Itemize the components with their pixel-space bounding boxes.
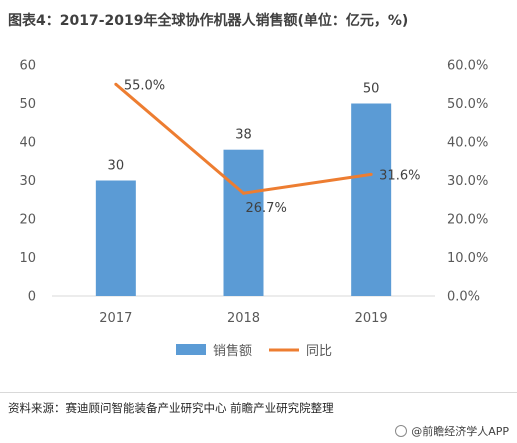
y-tick-label-right: 60.0%: [447, 59, 488, 74]
y-tick-label-left: 10: [19, 251, 36, 266]
legend-swatch-sales: [176, 344, 206, 355]
y-tick-label-left: 40: [19, 136, 36, 151]
y-tick-label-left: 0: [28, 290, 36, 305]
bar: [351, 103, 392, 296]
brand-logo-icon: [395, 425, 408, 437]
divider: [0, 392, 517, 393]
bar-data-label: 30: [108, 159, 125, 174]
line-point: [114, 82, 118, 86]
line-point: [242, 191, 245, 195]
legend-label-yoy: 同比: [306, 344, 332, 359]
y-tick-label-right: 10.0%: [447, 251, 488, 266]
line-point: [369, 172, 373, 176]
y-tick-label-left: 30: [19, 174, 36, 189]
y-tick-label-right: 30.0%: [447, 174, 488, 189]
y-tick-label-left: 60: [19, 59, 36, 74]
bar: [95, 180, 136, 296]
y-tick-label-right: 0.0%: [447, 290, 480, 305]
source-note: 资料来源：赛迪顾问智能装备产业研究中心 前瞻产业研究院整理: [8, 401, 334, 415]
y-tick-label-right: 40.0%: [447, 136, 488, 151]
chart-title: 图表4：2017-2019年全球协作机器人销售额(单位：亿元，%): [8, 13, 409, 29]
y-tick-label-left: 50: [19, 97, 36, 112]
line-data-label: 55.0%: [124, 78, 165, 93]
y-tick-label-left: 20: [19, 213, 36, 228]
bar: [223, 149, 264, 296]
brand-text: @前瞻经济学人APP: [411, 425, 509, 438]
y-tick-label-right: 20.0%: [447, 213, 488, 228]
x-tick-label: 2017: [99, 311, 132, 326]
bar-data-label: 50: [363, 82, 380, 97]
line-data-label: 26.7%: [246, 201, 287, 216]
chart: 0 10 20 30 40 50 60 0.0% 10.0% 20.0% 30.0% 40.0% 50.…: [19, 59, 488, 360]
brand-watermark: @前瞻经济学人APP: [395, 423, 509, 439]
legend-label-sales: 销售额: [213, 343, 252, 359]
x-tick-label: 2018: [227, 311, 260, 326]
bar-data-label: 38: [235, 128, 252, 143]
x-tick-label: 2019: [355, 311, 388, 326]
line-data-label: 31.6%: [379, 168, 420, 183]
y-tick-label-right: 50.0%: [447, 97, 488, 112]
